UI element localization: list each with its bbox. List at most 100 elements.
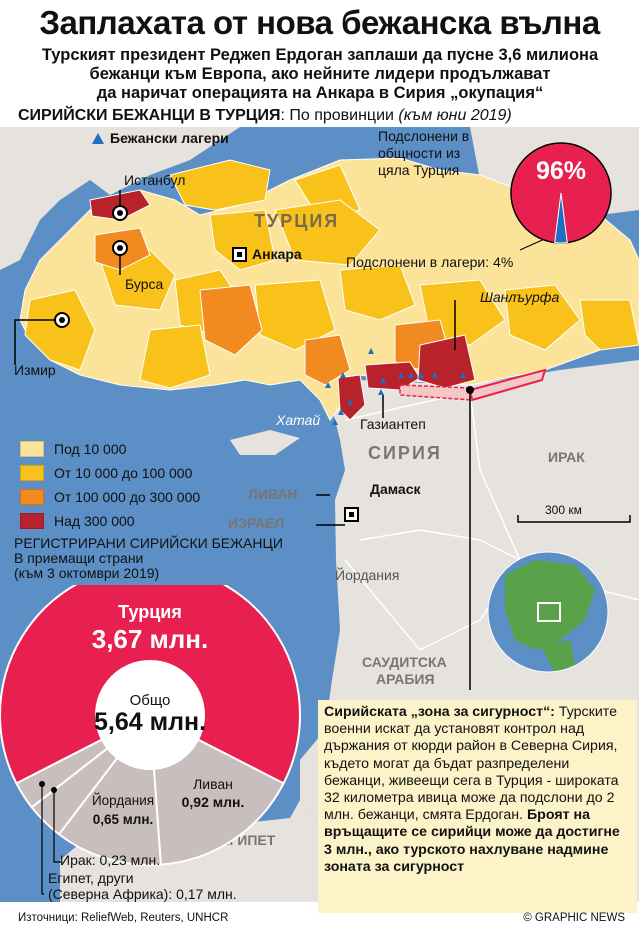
safe-zone-bold-end: Броят на връщащите се сирийци може да до… bbox=[324, 807, 620, 875]
community-label-line: Подслонени в bbox=[378, 128, 470, 144]
city-ankara bbox=[232, 247, 247, 262]
label-syria: СИРИЯ bbox=[368, 443, 442, 463]
label-ankara: Анкара bbox=[252, 246, 302, 262]
label-israel: ИЗРАЕЛ bbox=[228, 515, 285, 531]
donut-hole bbox=[95, 660, 205, 770]
registered-title: РЕГИСТРИРАНИ СИРИЙСКИ БЕЖАНЦИ В приемащи… bbox=[14, 536, 283, 581]
total-value: 5,64 млн. bbox=[93, 708, 207, 736]
balkans-land bbox=[0, 127, 240, 270]
label-iraq: ИРАК bbox=[548, 449, 585, 465]
camp-icon bbox=[340, 372, 346, 378]
legend-swatch bbox=[20, 441, 44, 457]
province-zone bbox=[364, 361, 421, 391]
camp-share-slice bbox=[554, 192, 568, 244]
camp-icon bbox=[347, 399, 353, 405]
camp-icon bbox=[398, 372, 404, 378]
registered-donut-chart bbox=[0, 585, 301, 866]
label-izmir: Измир bbox=[14, 362, 56, 378]
province-zone bbox=[339, 264, 416, 321]
subtitle-line: да наричат операцията на Анкара в Сирия … bbox=[96, 84, 544, 102]
safe-zone-box bbox=[318, 700, 637, 913]
legend-label: Под 10 000 bbox=[54, 441, 127, 457]
leader-dot bbox=[39, 781, 45, 787]
province-zone bbox=[199, 284, 263, 356]
sources: Източници: ReliefWeb, Reuters, UNHCR bbox=[18, 912, 229, 924]
donut-leader-lines bbox=[39, 781, 62, 895]
subtitle-line: Турският президент Реджеп Ердоган заплаш… bbox=[41, 46, 599, 64]
leader-line bbox=[41, 784, 44, 895]
legend-item: От 10 000 до 100 000 bbox=[20, 465, 192, 481]
city-istanbul bbox=[112, 205, 128, 221]
egypt-share-line: Египет, други bbox=[48, 870, 134, 886]
page-subtitle: Турският президент Реджеп Ердоган заплаш… bbox=[20, 46, 620, 103]
cyprus bbox=[230, 430, 300, 455]
province-zone bbox=[139, 324, 211, 389]
camp-icon bbox=[460, 372, 466, 378]
province-zone bbox=[304, 334, 351, 386]
registered-title-line: РЕГИСТРИРАНИ СИРИЙСКИ БЕЖАНЦИ bbox=[14, 535, 283, 551]
camp-icon bbox=[332, 419, 338, 425]
community-label-line: цяла Турция bbox=[378, 162, 460, 178]
map-section-title-rest: : По провинции bbox=[280, 107, 399, 124]
camp-icon bbox=[418, 372, 424, 378]
province-zone bbox=[209, 209, 276, 271]
safe-zone-body: Турските военни искат да установят контр… bbox=[324, 704, 619, 824]
turkey-label: Турция bbox=[118, 602, 182, 622]
label-hatay: Хатай bbox=[276, 412, 321, 428]
credit: © GRAPHIC NEWS bbox=[523, 912, 625, 924]
camp-icon bbox=[368, 348, 374, 354]
legend-swatch bbox=[20, 513, 44, 529]
safe-zone-text: Сирийската „зона за сигурност“: Турските… bbox=[324, 704, 630, 876]
label-saudi-line: САУДИТСКА bbox=[362, 654, 447, 670]
city-damascus bbox=[344, 507, 359, 522]
map-section-title-bold: СИРИЙСКИ БЕЖАНЦИ В ТУРЦИЯ bbox=[18, 107, 281, 124]
province-zone bbox=[169, 159, 271, 211]
border-syria-jordan bbox=[359, 529, 521, 561]
camp-icon bbox=[325, 382, 331, 388]
legend-item: От 100 000 до 300 000 bbox=[20, 489, 200, 505]
camps-percent-label: Подслонени в лагери: 4% bbox=[346, 254, 514, 270]
label-damascus: Дамаск bbox=[370, 481, 421, 497]
legend-swatch bbox=[20, 465, 44, 481]
city-izmir bbox=[54, 312, 70, 328]
label-jordan: Йордания bbox=[335, 567, 400, 583]
legend-label: От 10 000 до 100 000 bbox=[54, 465, 193, 481]
community-label-line: общности из bbox=[378, 145, 461, 161]
legend-swatch bbox=[20, 489, 44, 505]
label-bursa: Бурса bbox=[125, 276, 164, 292]
camp-icon bbox=[338, 409, 344, 415]
map-section-title: СИРИЙСКИ БЕЖАНЦИ В ТУРЦИЯ: По провинции … bbox=[18, 107, 512, 125]
registered-title-line: В приемащи страни bbox=[14, 550, 144, 566]
camp-icon bbox=[92, 132, 104, 144]
camps-legend: Бежански лагери bbox=[92, 130, 229, 146]
province-zone bbox=[24, 289, 96, 371]
label-saudi-arabia: САУДИТСКА АРАБИЯ bbox=[362, 654, 447, 688]
province-zone bbox=[417, 334, 476, 389]
safe-zone-heading: Сирийската „зона за сигурност“: bbox=[324, 704, 555, 720]
legend-label: Над 300 000 bbox=[54, 513, 135, 529]
registered-title-line: (към 3 октомври 2019) bbox=[14, 565, 160, 581]
egypt-share-label: Египет, други (Северна Африка): 0,17 млн… bbox=[48, 870, 237, 902]
label-gaziantep: Газиантеп bbox=[360, 416, 426, 432]
leader-dot bbox=[51, 787, 57, 793]
lebanon-label: Ливан bbox=[193, 776, 233, 792]
safe-zone-strip-west bbox=[399, 384, 473, 401]
subtitle-line: бежанци към Европа, ако нейните лидери п… bbox=[89, 65, 551, 83]
province-zone bbox=[504, 284, 581, 351]
jordan-label: Йордания bbox=[91, 793, 155, 808]
province-zone bbox=[337, 374, 366, 421]
globe-icon bbox=[487, 551, 609, 673]
scale-label: 300 км bbox=[545, 503, 582, 517]
city-bursa bbox=[112, 240, 128, 256]
camp-icon bbox=[408, 372, 414, 378]
total-label: Общо bbox=[129, 692, 171, 709]
label-turkey: ТУРЦИЯ bbox=[254, 211, 340, 231]
map-section-date: (към юни 2019) bbox=[398, 107, 512, 124]
page-title: Заплахата от нова бежанска вълна bbox=[39, 4, 600, 41]
camps-legend-label: Бежански лагери bbox=[110, 130, 229, 146]
camp-icon bbox=[380, 377, 386, 383]
camp-icon bbox=[432, 372, 438, 378]
legend-item: Над 300 000 bbox=[20, 513, 135, 529]
scale-bar bbox=[517, 515, 631, 523]
legend-item: Под 10 000 bbox=[20, 441, 126, 457]
